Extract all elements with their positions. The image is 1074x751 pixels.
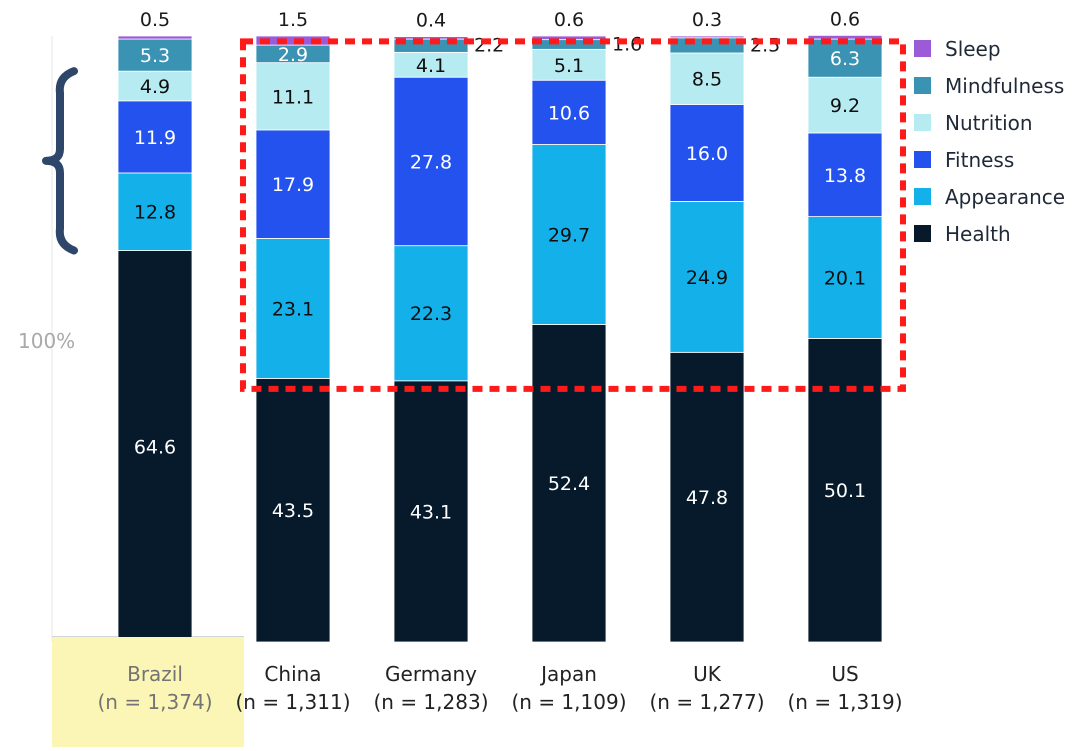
data-label: 17.9 [272,174,314,196]
bar-segment [255,62,331,131]
bar-segment [255,238,331,379]
data-label: 20.1 [824,267,866,289]
legend-swatch [914,188,931,205]
data-label: 2.2 [474,35,504,57]
data-label: 12.8 [134,202,176,224]
legend-swatch [914,77,931,94]
legend-item: Nutrition [914,104,1070,141]
legend-label: Appearance [945,184,1066,209]
y-total-label: 100% [18,329,76,353]
data-label: 27.8 [410,151,452,173]
legend-swatch [914,40,931,57]
data-label: 8.5 [692,69,722,91]
data-label: 5.1 [554,55,584,77]
data-label: 47.8 [686,487,728,509]
brazil-category-highlight [52,637,244,747]
data-label: 4.1 [416,55,446,77]
data-label: 0.4 [416,10,446,32]
data-label: 1.6 [612,33,642,55]
x-tick-label: UK (n = 1,277) [649,662,765,714]
bar-segment [669,35,745,39]
bar-segment [669,201,745,353]
legend-label: Mindfulness [945,73,1065,98]
legend-item: Health [914,215,1070,252]
bar-segment [117,100,193,174]
dashed-highlight-box [240,38,906,392]
data-label: 11.1 [272,86,314,108]
bar-segment [669,52,745,105]
bar-segment [807,38,883,78]
bar-segment [117,70,193,102]
bar-segment [531,79,607,145]
data-label: 4.9 [140,76,170,98]
legend-swatch [914,114,931,131]
data-label: 43.1 [410,501,452,523]
legend-item: Appearance [914,178,1070,215]
bar-group: 52.4 29.7 10.6 5.1 1.6 0.6 [531,9,642,643]
data-label: 9.2 [830,95,860,117]
legend-swatch [914,225,931,242]
data-label: 29.7 [548,224,590,246]
chart-legend: Sleep Mindfulness Nutrition Fitness Appearan… [914,30,1070,252]
bar-group: 50.1 20.1 13.8 9.2 6.3 0.6 [807,8,883,643]
bar-segment [117,250,193,643]
legend-label: Sleep [945,36,1001,61]
bar-segment [393,76,469,247]
bar-segment [531,144,607,325]
x-tick-label: China (n = 1,311) [235,662,351,714]
legend-label: Health [945,221,1011,246]
x-tick-label: Japan (n = 1,109) [511,662,627,714]
data-label: 43.5 [272,500,314,522]
data-label: 0.3 [692,9,722,31]
data-label: 22.3 [410,303,452,325]
bar-segment [255,129,331,239]
data-label: 16.0 [686,143,728,165]
data-label: 0.6 [554,9,584,31]
brace-icon [42,67,78,255]
data-label: 64.6 [134,436,176,458]
bar-segment [669,351,745,643]
bar-segment [117,38,193,72]
bar-segment [255,377,331,643]
data-label: 24.9 [686,267,728,289]
data-label: 2.9 [278,44,308,66]
legend-label: Fitness [945,147,1015,172]
data-label: 5.3 [140,45,170,67]
x-tick-label: US (n = 1,319) [787,662,903,714]
data-label: 50.1 [824,480,866,502]
legend-label: Nutrition [945,110,1033,135]
bar-segment [393,380,469,643]
data-label: 10.6 [548,102,590,124]
data-label: 2.5 [750,34,780,56]
legend-item: Fitness [914,141,1070,178]
x-tick-label: Germany (n = 1,283) [373,662,489,714]
data-label: 13.8 [824,165,866,187]
legend-item: Sleep [914,30,1070,67]
bar-segment [531,324,607,643]
data-label: 0.5 [140,9,170,31]
bar-group: 64.6 12.8 11.9 4.9 5.3 0.5 [117,9,193,643]
data-label: 6.3 [830,48,860,70]
bar-group: 43.5 23.1 17.9 11.1 2.9 1.5 [255,9,331,643]
bar-group: 43.1 22.3 27.8 4.1 2.2 0.4 [393,10,504,643]
data-label: 11.9 [134,127,176,149]
bar-segment [531,48,607,81]
bar-segment [117,35,193,40]
x-tick-label: Brazil (n = 1,374) [97,662,213,714]
data-label: 1.5 [278,9,308,31]
data-label: 23.1 [272,298,314,320]
data-label: 52.4 [548,473,590,495]
bar-group: 47.8 24.9 16.0 8.5 2.5 0.3 [669,9,780,643]
legend-swatch [914,151,931,168]
data-label: 0.6 [830,8,860,30]
legend-item: Mindfulness [914,67,1070,104]
bar-segment [807,76,883,134]
